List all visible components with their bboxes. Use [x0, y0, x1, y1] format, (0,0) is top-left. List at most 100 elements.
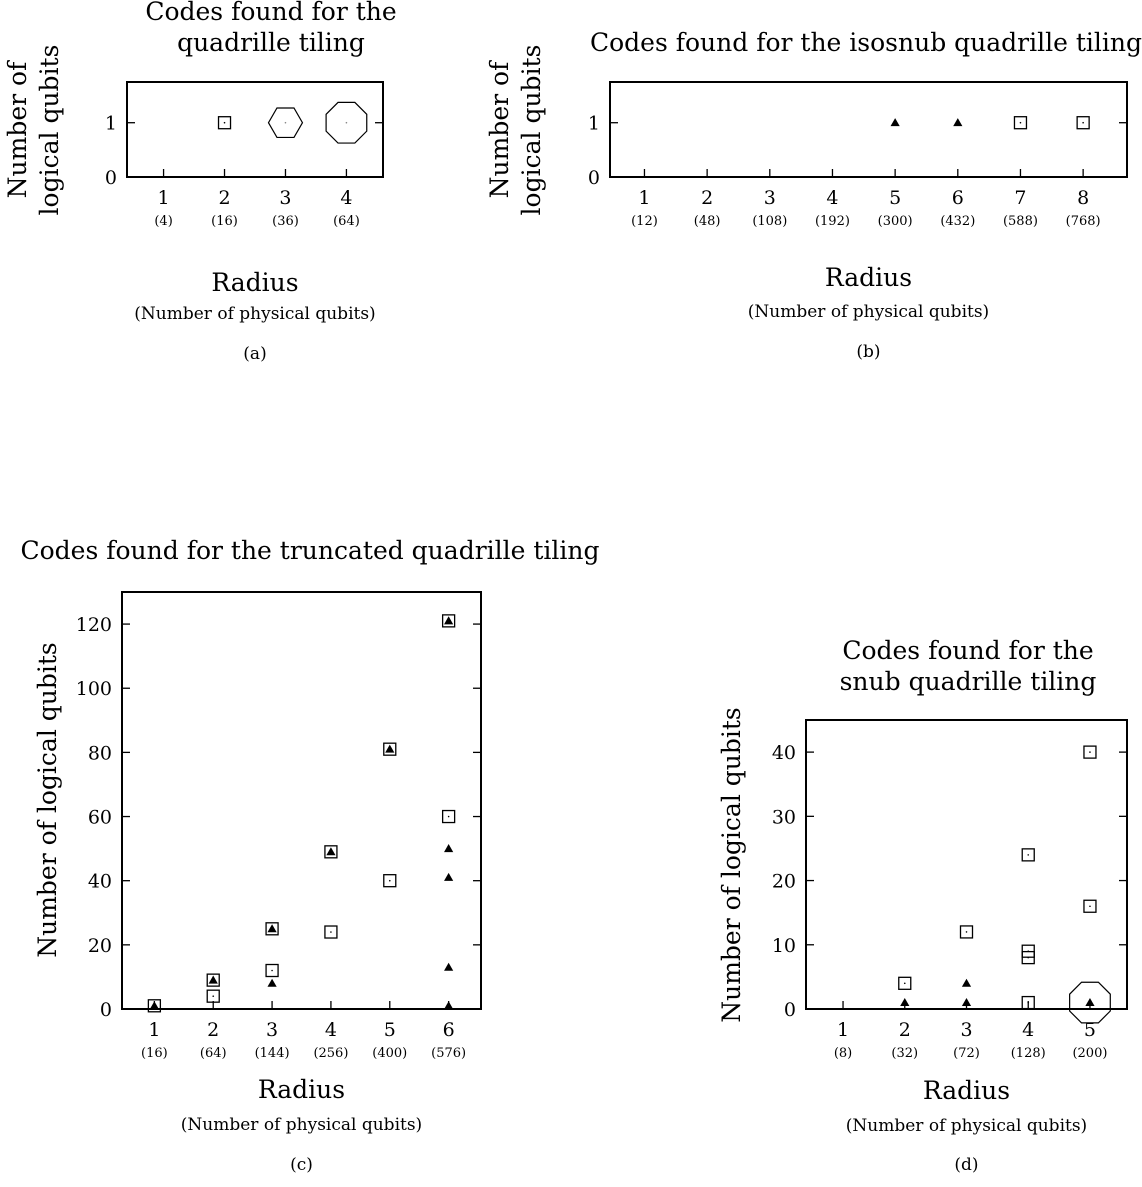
data-point-triangle [900, 997, 910, 1007]
y-tick-label: 0 [784, 999, 796, 1021]
data-point-square-center [1082, 121, 1084, 124]
x-tick-label: 2 [899, 1019, 911, 1041]
data-point-square-center [965, 931, 968, 933]
data-point-square [959, 925, 974, 939]
chart-title-line: Codes found for the [145, 0, 396, 26]
data-point-triangle [267, 924, 277, 933]
data-point-triangle [444, 844, 454, 853]
y-tick-label: 40 [88, 871, 112, 893]
x-tick-label: 7 [1014, 187, 1026, 209]
y-tick-label: 120 [76, 614, 112, 636]
data-point-square [1076, 116, 1090, 130]
data-point-triangle [444, 1001, 454, 1010]
x-tick-sublabel: (300) [878, 214, 913, 229]
panel-b: Codes found for the isosnub quadrille ti… [485, 28, 1142, 362]
y-tick-label: 10 [772, 935, 796, 957]
y-axis-label: logical qubits [517, 45, 546, 216]
y-tick-label: 20 [88, 935, 112, 957]
x-axis-sublabel: (Number of physical qubits) [134, 304, 375, 324]
x-tick-label: 4 [340, 187, 352, 209]
x-tick-sublabel: (48) [694, 214, 721, 229]
x-tick-sublabel: (576) [431, 1046, 466, 1061]
data-point-triangle [208, 975, 218, 984]
y-axis-label: Number of logical qubits [33, 642, 62, 958]
data-point-octagon-center [345, 121, 348, 124]
chart-title-line: Codes found for the truncated quadrille … [20, 536, 599, 565]
x-tick-sublabel: (256) [313, 1046, 348, 1061]
data-point-hexagon [267, 107, 304, 139]
x-tick-label: 4 [1022, 1019, 1034, 1041]
x-tick-sublabel: (16) [141, 1046, 168, 1061]
x-tick-sublabel: (32) [891, 1046, 918, 1061]
y-tick-label: 30 [772, 806, 796, 828]
data-point-square [1021, 944, 1035, 958]
x-axis-sublabel: (Number of physical qubits) [846, 1116, 1087, 1136]
data-point-square-center [388, 879, 391, 882]
data-point-triangle [267, 978, 277, 987]
x-tick-sublabel: (8) [834, 1046, 852, 1061]
data-point-square-center [212, 995, 215, 997]
data-point-triangle [953, 118, 963, 127]
data-point-square-center [1019, 121, 1022, 124]
data-point-square-center [1027, 854, 1030, 856]
data-point-square [324, 845, 338, 859]
x-tick-label: 6 [952, 187, 964, 209]
data-point-square [206, 973, 220, 987]
x-tick-sublabel: (432) [940, 214, 975, 229]
x-tick-sublabel: (64) [200, 1046, 227, 1061]
x-tick-label: 3 [279, 187, 291, 209]
data-point-square [1021, 848, 1035, 862]
x-tick-sublabel: (588) [1003, 214, 1038, 229]
panel-label: (b) [856, 342, 880, 362]
data-point-square-center [223, 121, 226, 124]
x-tick-sublabel: (768) [1066, 214, 1101, 229]
data-point-square [217, 116, 232, 130]
data-point-square [1083, 899, 1097, 913]
data-point-square [206, 989, 220, 1003]
chart-title-line: Codes found for the isosnub quadrille ti… [590, 28, 1142, 57]
x-tick-label: 5 [1084, 1019, 1096, 1041]
panel-c: Codes found for the truncated quadrille … [20, 536, 599, 1175]
data-point-triangle [961, 997, 972, 1007]
panel-label: (c) [290, 1155, 313, 1175]
data-point-square-center [1089, 751, 1091, 753]
data-point-square-center [447, 815, 450, 818]
x-tick-label: 3 [764, 187, 776, 209]
data-point-square-center [903, 982, 906, 985]
y-tick-label: 100 [76, 678, 112, 700]
x-axis-sublabel: (Number of physical qubits) [748, 302, 989, 322]
y-tick-label: 80 [88, 742, 112, 764]
chart-title-line: snub quadrille tiling [840, 667, 1097, 696]
data-point-square [383, 742, 397, 756]
data-point-triangle [961, 978, 972, 987]
data-point-square [1013, 116, 1028, 130]
x-tick-label: 4 [325, 1019, 337, 1041]
y-tick-label: 60 [88, 807, 112, 829]
data-point-square [265, 922, 279, 936]
x-tick-label: 2 [218, 187, 230, 209]
data-point-triangle [444, 962, 454, 971]
x-tick-sublabel: (200) [1072, 1046, 1107, 1061]
y-axis-label: Number of [3, 60, 32, 198]
y-axis-label: Number of [485, 60, 514, 198]
y-axis-label: logical qubits [35, 45, 64, 216]
x-axis-label: Radius [258, 1075, 345, 1104]
chart-title-line: Codes found for the [842, 636, 1093, 665]
x-tick-sublabel: (400) [372, 1046, 407, 1061]
x-tick-label: 1 [638, 187, 650, 209]
data-point-square-center [330, 931, 332, 933]
x-tick-sublabel: (64) [333, 214, 360, 229]
y-tick-label: 0 [105, 167, 117, 189]
x-tick-label: 5 [889, 187, 901, 209]
x-tick-sublabel: (72) [953, 1046, 980, 1061]
x-tick-label: 2 [701, 187, 713, 209]
data-point-square [383, 874, 397, 888]
plot-frame [126, 81, 384, 178]
x-tick-sublabel: (36) [272, 214, 299, 229]
x-tick-label: 3 [960, 1019, 972, 1041]
plot-frame [805, 719, 1128, 1010]
x-tick-sublabel: (128) [1011, 1046, 1046, 1061]
